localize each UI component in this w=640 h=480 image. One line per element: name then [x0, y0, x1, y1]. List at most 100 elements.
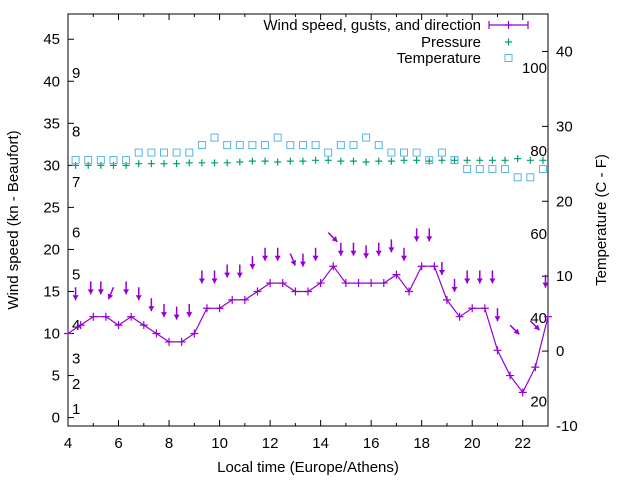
temperature-point	[400, 148, 408, 157]
beaufort-label: 4	[72, 317, 80, 334]
x-tick-label: 4	[64, 435, 72, 452]
wind-speed-point	[177, 337, 186, 346]
legend-swatch-pressure	[505, 38, 512, 46]
wind-speed-point	[278, 279, 287, 288]
wind-speed-point	[101, 312, 110, 321]
legend-swatch-wind-marker	[488, 21, 529, 29]
wind-speed-point	[228, 295, 237, 304]
wind-speed-point	[480, 304, 489, 313]
pressure-point	[236, 158, 244, 166]
wind-speed-point	[367, 279, 376, 288]
wind-speed-point	[152, 329, 161, 338]
y-left-tick-label: 15	[43, 283, 60, 300]
pressure-point	[160, 160, 168, 168]
legend-label-wind: Wind speed, gusts, and direction	[263, 17, 481, 34]
pressure-point	[198, 159, 206, 167]
pressure-point	[501, 156, 509, 164]
fahrenheit-label: 60	[530, 226, 547, 243]
y-left-tick-label: 0	[52, 410, 60, 427]
wind-speed-point	[379, 279, 388, 288]
legend-swatch-temperature	[504, 54, 513, 62]
wind-speed-point	[215, 304, 224, 313]
wind-speed-point	[114, 321, 123, 330]
pressure-point	[248, 157, 256, 165]
y-right-tick-label: 0	[556, 343, 564, 360]
pressure-point	[514, 155, 522, 163]
wind-speed-point	[240, 295, 249, 304]
gust-arrow-head	[123, 289, 130, 295]
y-right-tick-label: -10	[556, 418, 578, 435]
wind-speed-point	[468, 304, 477, 313]
temperature-point	[513, 173, 522, 182]
gust-arrow-head	[72, 295, 79, 301]
fahrenheit-label: 40	[530, 310, 547, 327]
pressure-point	[375, 157, 383, 165]
gust-arrow-head	[542, 282, 549, 288]
wind-speed-point	[417, 262, 426, 271]
pressure-point	[135, 160, 143, 168]
pressure-point	[349, 157, 357, 165]
temperature-point	[526, 173, 535, 182]
gust-arrow-head	[148, 306, 155, 312]
temperature-point	[235, 141, 244, 150]
temperature-point	[387, 148, 396, 157]
wind-speed-point	[544, 312, 552, 321]
wind-speed-point	[506, 371, 515, 380]
y-left-tick-label: 30	[43, 157, 60, 174]
x-tick-label: 12	[262, 435, 279, 452]
gust-arrow-head	[87, 289, 94, 295]
pressure-point	[211, 159, 219, 167]
gust-arrow-head	[224, 272, 231, 278]
gust-arrow-head	[107, 293, 114, 300]
temperature-point	[362, 133, 371, 142]
temperature-point	[109, 156, 118, 165]
fahrenheit-label: 20	[530, 393, 547, 410]
fahrenheit-scale-labels: 20 40 60 80 100	[522, 60, 547, 410]
data-series	[64, 133, 552, 397]
plot-frame	[67, 13, 549, 427]
temperature-point	[134, 148, 143, 157]
pressure-point	[400, 156, 408, 164]
wind-speed-point	[455, 312, 464, 321]
pressure-point	[463, 156, 471, 164]
beaufort-label: 9	[72, 65, 80, 82]
temperature-point	[197, 141, 206, 150]
gust-arrow-head	[375, 250, 382, 256]
pressure-point	[173, 160, 181, 168]
gust-arrow-head	[489, 278, 496, 284]
wind-speed-point	[291, 287, 300, 296]
temperature-point	[96, 156, 105, 165]
temperature-point	[160, 148, 168, 157]
wind-speed-point	[139, 321, 148, 330]
fahrenheit-label: 100	[522, 60, 547, 77]
gust-arrow-head	[350, 250, 357, 256]
temperature-point	[501, 165, 510, 174]
temperature-point	[185, 148, 194, 157]
y-left-tick-label: 40	[43, 73, 60, 90]
temperature-point	[286, 141, 295, 150]
wind-speed-point	[253, 287, 262, 296]
y-left-tick-label: 5	[52, 368, 60, 385]
gust-arrow-head	[186, 312, 193, 318]
gust-arrow-head	[135, 295, 142, 301]
temperature-point	[538, 165, 547, 174]
gust-arrow-head	[533, 324, 540, 331]
y-right-axis-title: Temperature (C - F)	[593, 154, 610, 286]
pressure-point	[488, 156, 496, 164]
gust-arrow-head	[274, 255, 281, 261]
y-left-tick-label: 45	[43, 31, 60, 48]
wind-speed-point	[127, 312, 136, 321]
gust-arrow-head	[97, 289, 104, 295]
gust-arrow-head	[290, 259, 297, 266]
x-tick-label: 18	[413, 435, 430, 452]
y-right-tick-label: 20	[556, 193, 573, 210]
temperature-point	[324, 148, 333, 157]
temperature-point	[437, 148, 446, 157]
gust-arrow-head	[299, 261, 306, 267]
temperature-point	[475, 165, 484, 174]
gust-arrow-head	[464, 278, 471, 284]
pressure-point	[122, 161, 130, 169]
pressure-point	[72, 161, 80, 169]
gust-arrow-head	[363, 253, 370, 259]
